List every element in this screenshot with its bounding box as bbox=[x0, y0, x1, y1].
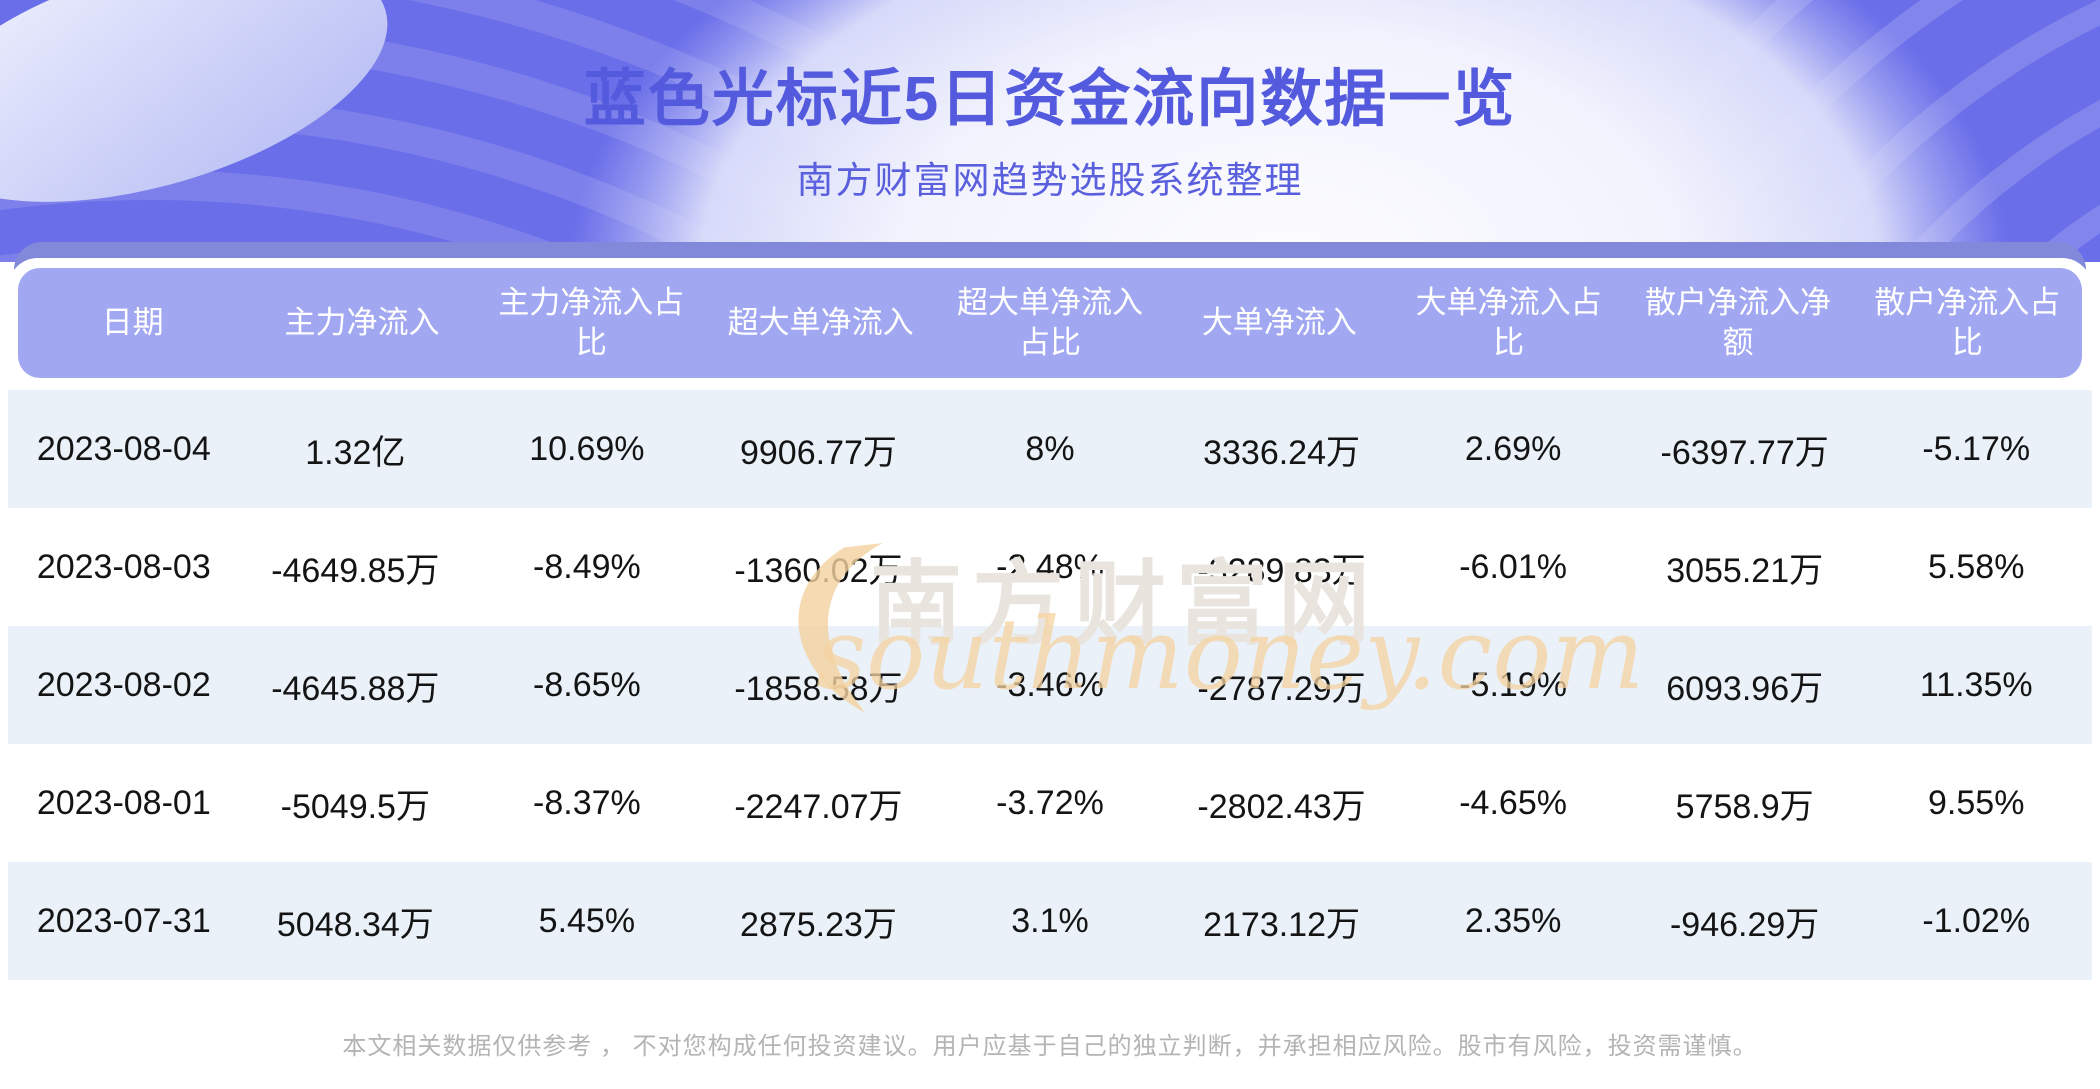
table-body: 2023-08-04 1.32亿 10.69% 9906.77万 8% 3336.24万 2… bbox=[8, 390, 2092, 980]
table-cell: -6397.77万 bbox=[1660, 433, 1829, 472]
table-cell: 5758.9万 bbox=[1675, 787, 1814, 826]
table-cell: 2.69% bbox=[1464, 429, 1562, 468]
table-cell: 2.35% bbox=[1464, 901, 1562, 940]
banner-decoration bbox=[0, 0, 2100, 262]
table-cell: 5048.34万 bbox=[276, 905, 434, 944]
header-cell: 大单净流入 bbox=[1201, 304, 1357, 340]
header-cell: 散户净流入占比 bbox=[1874, 284, 2061, 360]
table-cell: 8% bbox=[1025, 429, 1075, 468]
table-row: 2023-08-01 -5049.5万 -8.37% -2247.07万 -3.72% -… bbox=[8, 744, 2092, 862]
table-cell: -4645.88万 bbox=[271, 669, 440, 708]
table-header-row: 日期 主力净流入 主力净流入占比 超大单净流入 超大单净流入占比 大单净流入 大单净流入占比… bbox=[18, 268, 2082, 378]
table-cell: 2023-08-01 bbox=[36, 783, 211, 822]
page-title: 蓝色光标近5日资金流向数据一览 bbox=[583, 65, 1517, 134]
header-cell: 主力净流入 bbox=[284, 304, 440, 340]
table-cell: 2023-07-31 bbox=[36, 901, 211, 940]
table-cell: -4649.85万 bbox=[271, 551, 440, 590]
table-cell: 5.58% bbox=[1928, 547, 2025, 586]
table-cell: 9.55% bbox=[1928, 783, 2025, 822]
table-cell: 3.1% bbox=[1011, 901, 1089, 940]
table-cell: -8.65% bbox=[533, 665, 641, 704]
table-cell: 6093.96万 bbox=[1666, 669, 1824, 708]
table-cell: -2802.43万 bbox=[1197, 787, 1366, 826]
disclaimer-text: 本文相关数据仅供参考 ， 不对您构成任何投资建议。用户应基于自己的独立判断，并承… bbox=[342, 1033, 1758, 1060]
table-cell: -1858.58万 bbox=[734, 669, 903, 708]
table-cell: -8.37% bbox=[533, 783, 641, 822]
table-cell: 10.69% bbox=[529, 429, 645, 468]
table-cell: -1.02% bbox=[1922, 901, 2031, 940]
header-cell: 超大单净流入 bbox=[727, 304, 914, 340]
table-cell: -2.48% bbox=[996, 547, 1104, 586]
page-subtitle: 南方财富网趋势选股系统整理 bbox=[796, 160, 1304, 201]
table-cell: 1.32亿 bbox=[305, 433, 406, 472]
table-cell: 3336.24万 bbox=[1203, 433, 1360, 472]
banner: 蓝色光标近5日资金流向数据一览 南方财富网趋势选股系统整理 bbox=[0, 0, 2100, 262]
table-cell: 5.45% bbox=[538, 901, 636, 940]
table-cell: 9906.77万 bbox=[739, 433, 897, 472]
table-cell: -3289.83万 bbox=[1197, 551, 1366, 590]
table-cell: 3055.21万 bbox=[1666, 551, 1824, 590]
table-cell: -5.19% bbox=[1459, 665, 1567, 704]
table-cell: -6.01% bbox=[1459, 547, 1567, 586]
table-cell: -1360.02万 bbox=[734, 551, 903, 590]
table-cell: 2173.12万 bbox=[1203, 905, 1360, 944]
table-cell: -946.29万 bbox=[1669, 905, 1820, 944]
header-cell: 大单净流入占比 bbox=[1415, 284, 1602, 360]
table-cell: -2247.07万 bbox=[734, 787, 903, 826]
header-cell: 超大单净流入占比 bbox=[956, 284, 1143, 360]
table-cell: 2023-08-04 bbox=[36, 429, 211, 468]
table-cell: -4.65% bbox=[1459, 783, 1567, 822]
table-cell: 2023-08-03 bbox=[36, 547, 211, 586]
table-row: 2023-08-03 -4649.85万 -8.49% -1360.02万 -2.48%… bbox=[8, 508, 2092, 626]
table-row: 2023-08-04 1.32亿 10.69% 9906.77万 8% 3336.24万 2… bbox=[8, 390, 2092, 508]
table-cell: -8.49% bbox=[533, 547, 641, 586]
table-cell: -5049.5万 bbox=[280, 787, 430, 826]
fund-flow-table-card: 日期 主力净流入 主力净流入占比 超大单净流入 超大单净流入占比 大单净流入 大单净流入占比… bbox=[8, 258, 2092, 981]
table-row: 2023-07-31 5048.34万 5.45% 2875.23万 3.1% 2173.… bbox=[8, 862, 2092, 980]
table-cell: -3.72% bbox=[996, 783, 1104, 822]
table-row: 2023-08-02 -4645.88万 -8.65% -1858.58万 -3.46%… bbox=[8, 626, 2092, 744]
header-cell: 散户净流入净额 bbox=[1644, 284, 1831, 360]
header-cell: 日期 bbox=[101, 304, 164, 340]
table-cell: -3.46% bbox=[996, 665, 1104, 704]
header-cell: 主力净流入占比 bbox=[498, 284, 685, 360]
table-cell: 11.35% bbox=[1919, 665, 2033, 704]
table-cell: -2787.29万 bbox=[1197, 669, 1366, 708]
table-cell: 2023-08-02 bbox=[36, 665, 211, 704]
table-cell: 2875.23万 bbox=[739, 905, 897, 944]
table-cell: -5.17% bbox=[1922, 429, 2031, 468]
